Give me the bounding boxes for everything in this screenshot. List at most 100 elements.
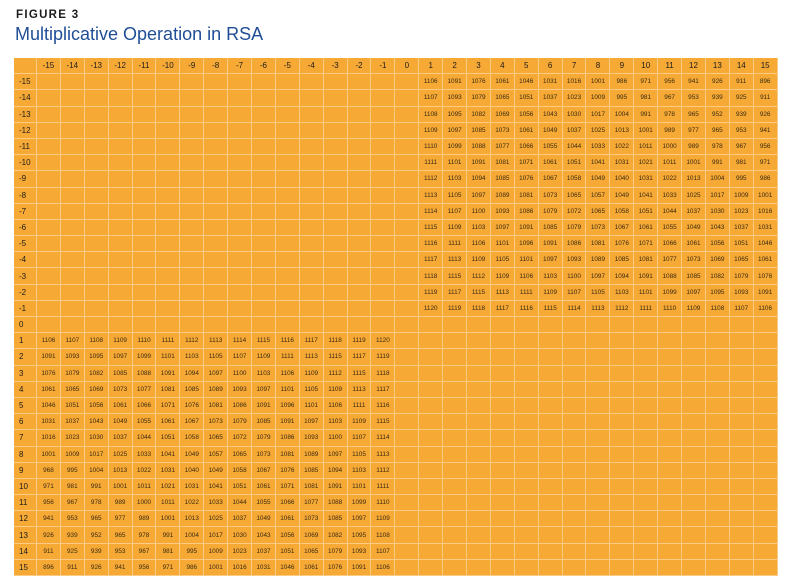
table-cell: 953: [682, 90, 706, 107]
table-cell: [252, 171, 276, 188]
table-cell: [467, 333, 491, 350]
table-cell: 1085: [252, 414, 276, 431]
table-cell: [132, 74, 157, 91]
table-cell: [490, 559, 515, 576]
table-cell: 1076: [467, 74, 491, 91]
table-cell: 1114: [419, 203, 444, 220]
table-cell: 1113: [490, 284, 515, 301]
table-cell: 1116: [419, 236, 444, 253]
table-cell: [586, 430, 611, 447]
table-cell: 1115: [347, 365, 372, 382]
table-cell: [180, 74, 205, 91]
table-cell: [705, 365, 730, 382]
table-cell: 1058: [180, 430, 205, 447]
table-cell: [705, 381, 730, 398]
table-cell: 1031: [538, 74, 563, 91]
table-cell: [753, 559, 778, 576]
table-cell: [395, 527, 420, 544]
table-cell: [443, 495, 468, 512]
table-cell: [634, 365, 659, 382]
table-cell: 1109: [682, 300, 706, 317]
table-cell: [753, 495, 778, 512]
table-cell: 1031: [252, 559, 276, 576]
table-cell: [443, 543, 468, 560]
column-header-2: 2: [443, 58, 468, 75]
table-cell: 1085: [538, 219, 563, 237]
table-cell: 1079: [729, 268, 754, 285]
table-cell: [108, 252, 133, 269]
table-cell: 1025: [586, 122, 611, 139]
table-cell: [467, 446, 491, 463]
table-cell: [610, 543, 635, 560]
table-cell: [682, 495, 706, 512]
table-cell: 1076: [275, 462, 300, 479]
table-cell: 1093: [729, 284, 754, 301]
table-cell: 1061: [753, 252, 778, 269]
table-cell: [204, 284, 229, 301]
table-cell: [347, 219, 372, 237]
table-cell: 1116: [371, 397, 396, 415]
table-cell: 1069: [705, 252, 730, 269]
table-cell: 1112: [180, 333, 205, 350]
table-cell: 1067: [180, 414, 205, 431]
table-cell: [84, 284, 109, 301]
table-cell: 1088: [467, 138, 491, 156]
table-cell: [467, 414, 491, 431]
table-cell: 1001: [156, 511, 181, 528]
table-cell: 1041: [634, 187, 659, 204]
table-cell: [682, 430, 706, 447]
table-cell: 1103: [323, 414, 348, 431]
table-cell: 1111: [514, 284, 539, 301]
table-cell: 1066: [658, 236, 683, 253]
table-cell: [658, 317, 683, 334]
table-cell: [753, 446, 778, 463]
table-cell: [60, 284, 85, 301]
table-cell: [252, 284, 276, 301]
table-cell: [204, 317, 229, 334]
table-cell: [37, 155, 61, 172]
table-cell: 1046: [275, 559, 300, 576]
table-cell: [299, 268, 324, 285]
table-cell: 1113: [586, 300, 611, 317]
table-cell: 1046: [37, 397, 61, 415]
table-cell: 1076: [514, 171, 539, 188]
table-cell: [371, 187, 396, 204]
table-cell: 1073: [490, 122, 515, 139]
table-cell: 1022: [132, 462, 157, 479]
table-cell: [371, 284, 396, 301]
table-cell: 1115: [323, 349, 348, 366]
table-cell: 953: [729, 122, 754, 139]
table-cell: 1061: [37, 381, 61, 398]
table-cell: 1089: [490, 187, 515, 204]
table-cell: [658, 478, 683, 496]
row-header--6: -6: [14, 219, 37, 237]
table-corner: [14, 58, 37, 75]
table-cell: [156, 155, 181, 172]
table-cell: 1099: [658, 284, 683, 301]
table-cell: 1065: [729, 252, 754, 269]
table-cell: [37, 90, 61, 107]
table-cell: 1030: [705, 203, 730, 220]
table-cell: [132, 203, 157, 220]
table-cell: [634, 495, 659, 512]
table-cell: [299, 155, 324, 172]
table-cell: 1065: [228, 446, 253, 463]
table-cell: [37, 74, 61, 91]
table-cell: 1077: [132, 381, 157, 398]
table-cell: 1037: [228, 511, 253, 528]
table-cell: 1066: [514, 138, 539, 156]
table-cell: [682, 365, 706, 382]
table-cell: [299, 203, 324, 220]
table-cell: 1009: [729, 187, 754, 204]
table-cell: [180, 138, 205, 156]
table-cell: [538, 349, 563, 366]
column-header-7: 7: [562, 58, 587, 75]
table-cell: 981: [60, 478, 85, 496]
table-cell: [275, 171, 300, 188]
table-cell: 1120: [419, 300, 444, 317]
table-cell: [37, 284, 61, 301]
table-cell: [60, 155, 85, 172]
table-cell: [514, 317, 539, 334]
column-header-8: 8: [586, 58, 611, 75]
table-cell: 1109: [538, 284, 563, 301]
